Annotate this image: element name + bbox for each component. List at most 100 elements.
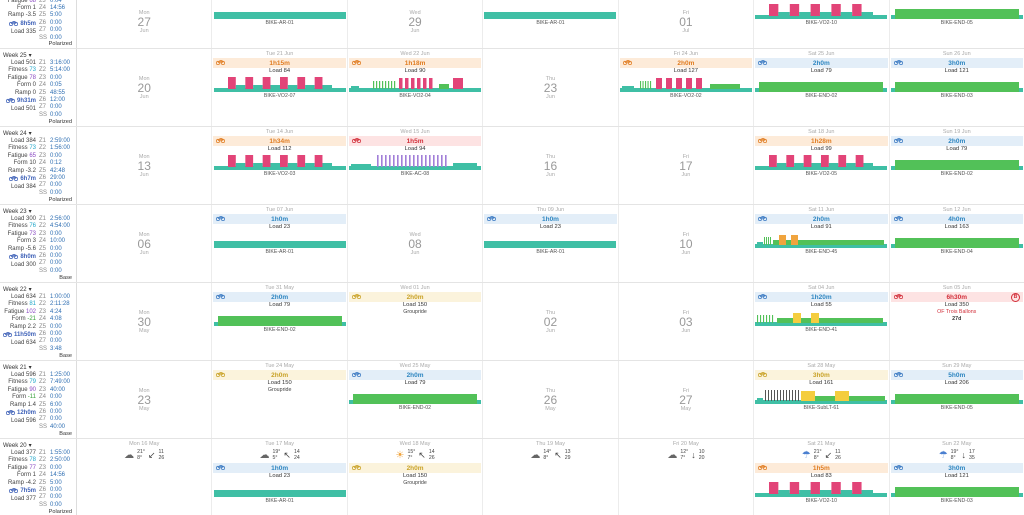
workout-duration[interactable]: 1h0m [213,463,346,473]
workout-code[interactable]: BIKE-END-04 [940,249,973,255]
workout-code[interactable]: BIKE-AR-01 [536,249,565,255]
day-cell[interactable]: Load 23 BIKE-AR-01 [212,0,348,48]
workout-code[interactable]: BIKE-END-02 [263,327,296,333]
workout-duration[interactable]: 2h0m [213,292,346,302]
workout-code[interactable]: BIKE-END-41 [805,327,838,333]
workout-code[interactable]: BIKE-VO2-04 [399,93,431,99]
workout-name[interactable]: OF Trois Ballons [937,309,977,315]
workout-duration[interactable]: 1h18m [348,58,482,68]
day-cell[interactable]: Load 83 BIKE-VO2-10 [754,0,890,48]
day-cell[interactable]: Sun 05 Jun 6h30m B Load 350 OF Trois Ballons… [890,283,1024,360]
workout-code[interactable]: BIKE-END-02 [940,171,973,177]
day-cell[interactable]: Thu 16 Jun [483,127,619,204]
workout-profile-chart[interactable] [213,481,346,497]
workout-profile-chart[interactable] [890,3,1023,19]
workout-profile-chart[interactable] [755,76,888,92]
day-cell[interactable]: Sat 11 Jun 2h0m Load 91 BIKE-END-45 [754,205,890,282]
workout-duration[interactable]: 4h0m [890,214,1023,224]
day-cell[interactable]: Tue 07 Jun 1h0m Load 23 BIKE-AR-01 [212,205,348,282]
day-cell[interactable]: Sun 19 Jun 2h0m Load 79 BIKE-END-02 [890,127,1024,204]
workout-profile-chart[interactable] [890,481,1023,497]
day-cell[interactable]: Fri 10 Jun [619,205,755,282]
day-cell[interactable]: Wed 15 Jun 1h5m Load 94 BIKE-AC-08 [348,127,484,204]
workout-profile-chart[interactable] [213,3,346,19]
day-cell[interactable]: Load 206 BIKE-END-05 [890,0,1024,48]
day-cell[interactable]: Thu 19 May ☁ 14° 8° ↖ 13 29 [483,439,619,515]
workout-code[interactable]: BIKE-AR-01 [536,20,565,26]
week-label[interactable]: Week 20 ▾ [3,441,74,450]
workout-profile-chart[interactable] [349,154,482,170]
workout-duration[interactable]: 2h0m [619,58,753,68]
workout-duration[interactable]: 3h0m [755,370,888,380]
workout-code[interactable]: BIKE-VO2-03 [263,171,296,177]
caret-down-icon[interactable]: ▾ [28,131,32,137]
workout-code[interactable]: BIKE-VO2-10 [805,498,838,504]
workout-duration[interactable]: 1h0m [213,214,346,224]
workout-code[interactable]: BIKE-END-45 [805,249,838,255]
day-cell[interactable]: Fri 24 Jun 2h0m Load 127 BIKE-VO2-02 [619,49,755,126]
week-label[interactable]: Week 25 ▾ [3,51,74,60]
workout-profile-chart[interactable] [890,388,1023,404]
workout-duration[interactable]: 2h0m [348,463,482,473]
workout-profile-chart[interactable] [213,154,346,170]
workout-profile-chart[interactable] [755,232,888,248]
workout-profile-chart[interactable] [755,3,888,19]
workout-code[interactable]: BIKE-END-02 [399,405,432,411]
day-cell[interactable]: Sat 21 May ☂ 21° 8° ↙ 11 26 1h5m Load 83 BIKE-VO2… [754,439,890,515]
workout-duration[interactable]: 1h5m [755,463,888,473]
workout-profile-chart[interactable] [755,154,888,170]
day-cell[interactable]: Thu 09 Jun 1h0m Load 23 BIKE-AR-01 [483,205,619,282]
workout-profile-chart[interactable] [213,76,346,92]
day-cell[interactable]: Sun 12 Jun 4h0m Load 163 BIKE-END-04 [890,205,1024,282]
day-cell[interactable]: Fri 27 May [619,361,755,438]
day-cell[interactable]: Wed 22 Jun 1h18m Load 90 BIKE-VO2-04 [348,49,484,126]
workout-profile-chart[interactable] [349,76,482,92]
caret-down-icon[interactable]: ▾ [28,443,32,449]
day-cell[interactable]: Mon 30 May [77,283,213,360]
workout-name[interactable]: Groupride [267,387,292,393]
workout-profile-chart[interactable] [484,3,617,19]
week-label[interactable]: Week 23 ▾ [3,207,74,216]
workout-duration[interactable]: 1h34m [213,136,346,146]
workout-code[interactable]: BIKE-AR-01 [265,498,294,504]
workout-profile-chart[interactable] [890,76,1023,92]
day-cell[interactable]: Thu 23 Jun [483,49,619,126]
day-cell[interactable]: Fri 03 Jun [619,283,755,360]
workout-duration[interactable]: 2h0m [890,136,1023,146]
day-cell[interactable]: Sun 22 May ☂ 19° 8° ↓ 17 35 3h0m Load 121 BIKE-EN… [890,439,1024,515]
day-cell[interactable]: Tue 14 Jun 1h34m Load 112 BIKE-VO2-03 [212,127,348,204]
day-cell[interactable]: Tue 31 May 2h0m Load 79 BIKE-END-02 [212,283,348,360]
day-cell[interactable]: Wed 29 Jun [348,0,484,48]
caret-down-icon[interactable]: ▾ [28,365,32,371]
workout-duration[interactable]: 1h15m [213,58,346,68]
workout-code[interactable]: BIKE-END-05 [940,20,973,26]
caret-down-icon[interactable]: ▾ [28,287,32,293]
workout-code[interactable]: BIKE-AR-01 [265,20,294,26]
workout-duration[interactable]: 1h0m [484,214,617,224]
workout-code[interactable]: BIKE-AR-01 [265,249,294,255]
workout-duration[interactable]: 3h0m [890,58,1023,68]
workout-duration[interactable]: 2h0m [348,370,482,380]
day-cell[interactable]: Sat 04 Jun 1h20m Load 55 BIKE-END-41 [754,283,890,360]
workout-profile-chart[interactable] [755,310,888,326]
day-cell[interactable]: Mon 23 May [77,361,213,438]
day-cell[interactable]: Tue 17 May ☁ 19° 5° ↖ 14 24 1h0m Load 23 BIKE-AR-… [212,439,348,515]
workout-code[interactable]: BIKE-END-05 [940,405,973,411]
day-cell[interactable]: Fri 01 Jul [619,0,755,48]
day-cell[interactable]: Load 23 BIKE-AR-01 [483,0,619,48]
workout-code[interactable]: BIKE-AC-08 [400,171,430,177]
workout-code[interactable]: BIKE-SubLT-61 [803,405,840,411]
day-cell[interactable]: Wed 01 Jun 2h0m Load 150 Groupride [348,283,484,360]
workout-profile-chart[interactable] [213,310,346,326]
day-cell[interactable]: Mon 13 Jun [77,127,213,204]
workout-name[interactable]: Groupride [403,480,427,486]
day-cell[interactable]: Sat 18 Jun 1h28m Load 99 BIKE-VO2-05 [754,127,890,204]
day-cell[interactable]: Sat 28 May 3h0m Load 161 BIKE-SubLT-61 [754,361,890,438]
day-cell[interactable]: Mon 20 Jun [77,49,213,126]
caret-down-icon[interactable]: ▾ [28,209,32,215]
workout-duration[interactable]: 1h28m [755,136,888,146]
workout-code[interactable]: BIKE-VO2-02 [670,93,702,99]
week-label[interactable]: Week 21 ▾ [3,363,74,372]
workout-profile-chart[interactable] [755,388,888,404]
workout-code[interactable]: BIKE-VO2-07 [263,93,296,99]
